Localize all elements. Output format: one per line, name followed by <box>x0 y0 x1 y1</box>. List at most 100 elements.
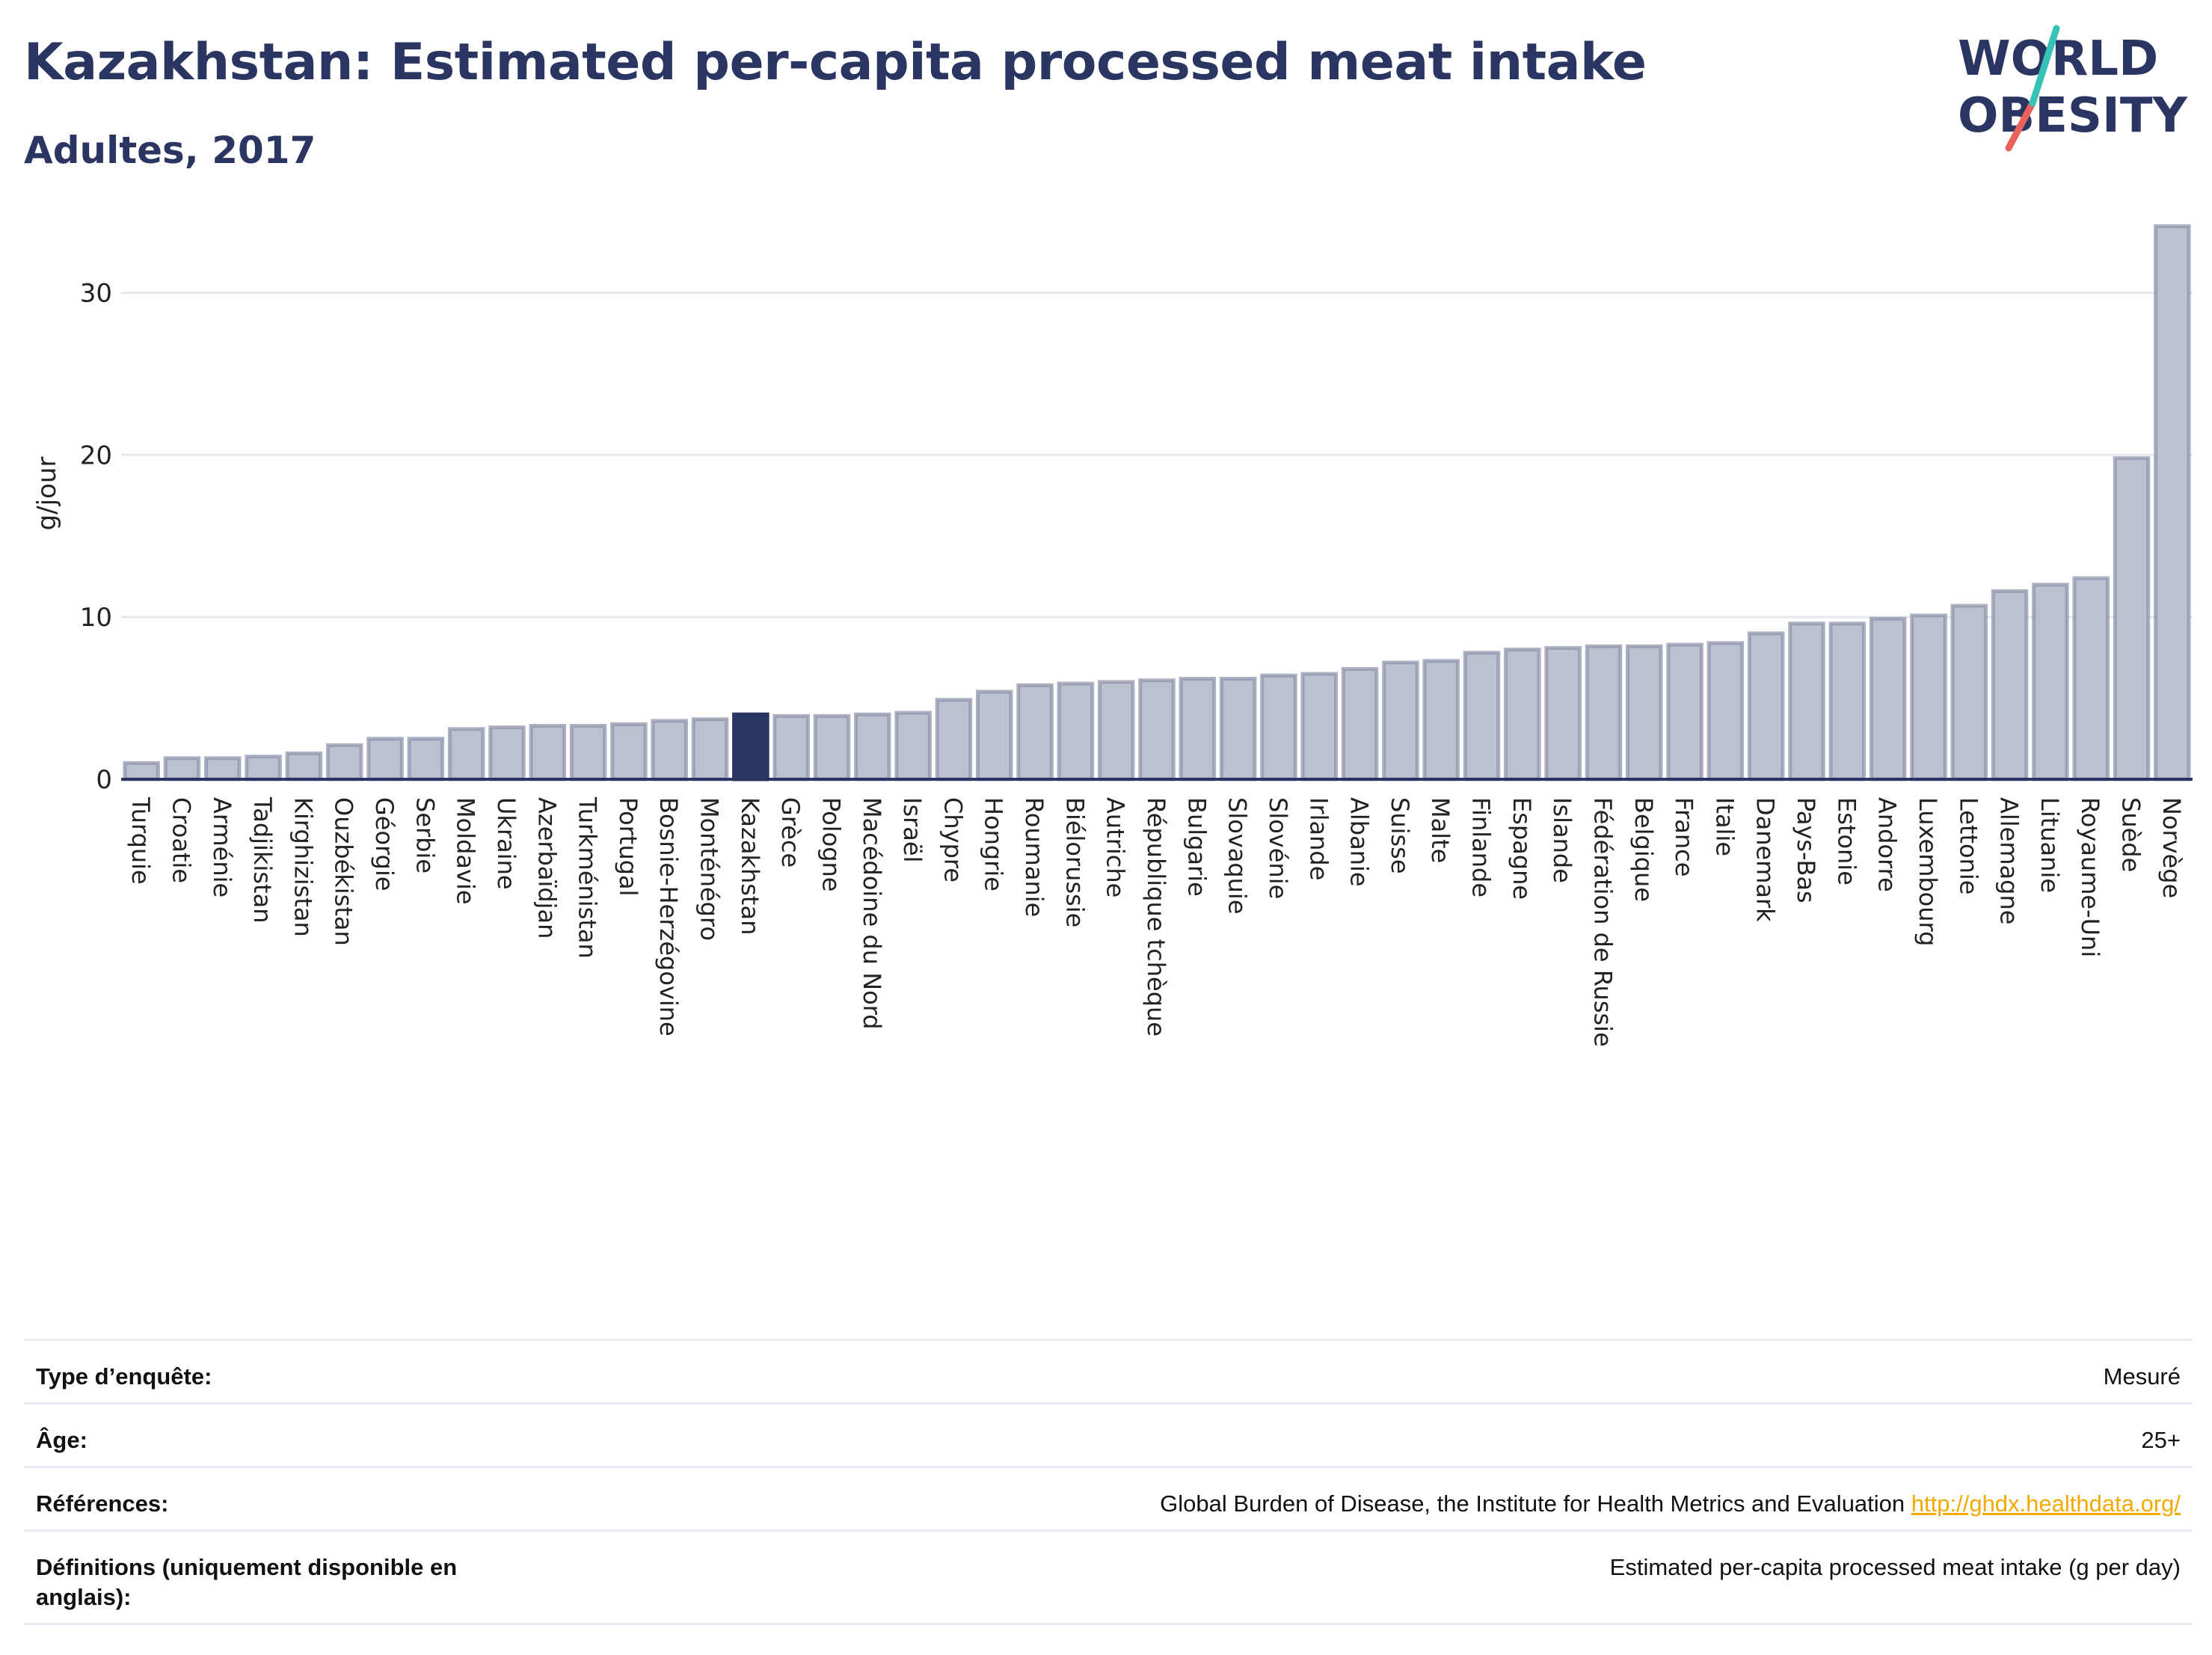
x-tick-label: Fédération de Russie <box>1588 797 1617 1047</box>
x-tick-label: Monténégro <box>695 797 724 941</box>
x-tick-label: Royaume-Uni <box>2076 797 2104 957</box>
bar-lettonie <box>1950 604 1988 782</box>
x-tick-label: Belgique <box>1629 797 1658 902</box>
x-tick-label: Biélorussie <box>1060 797 1089 927</box>
bar-malte <box>1422 659 1460 782</box>
bar-r-publique-tch-que <box>1138 678 1176 782</box>
x-tick-label: Tadjikistan <box>248 796 277 923</box>
bar-andorre <box>1869 616 1907 782</box>
bar-ukraine <box>488 725 526 782</box>
bar-royaume-uni <box>2072 576 2110 782</box>
x-tick-label: Islande <box>1548 797 1576 883</box>
bar-ouzb-kistan <box>325 743 363 782</box>
bar-espagne <box>1504 648 1541 782</box>
x-tick-label: Roumanie <box>1020 797 1048 917</box>
x-tick-label: Lituanie <box>2036 797 2064 893</box>
x-tick-label: Macédoine du Nord <box>858 797 886 1030</box>
x-tick-label: Grèce <box>776 797 805 868</box>
bar-turkm-nistan <box>569 723 607 782</box>
bar-mont-n-gro <box>691 717 729 782</box>
x-tick-label: Arménie <box>208 797 236 897</box>
bar-belgique <box>1625 644 1663 782</box>
bar-danemark <box>1747 631 1785 782</box>
bar-tadjikistan <box>245 755 282 782</box>
bar-luxembourg <box>1910 613 1947 782</box>
x-tick-labels: Turquie Croatie Arménie Tadjikistan Kirghizi… <box>126 796 2186 1047</box>
details-label: Références: <box>36 1490 169 1517</box>
x-tick-label: Slovaquie <box>1223 797 1252 915</box>
bar-g-orgie <box>366 737 404 782</box>
bar-france <box>1666 642 1703 782</box>
bar-islande <box>1544 645 1582 782</box>
x-tick-label: Géorgie <box>370 797 399 891</box>
reference-link[interactable]: http://ghdx.healthdata.org/ <box>1911 1490 2181 1517</box>
bar-pays-bas <box>1788 621 1825 782</box>
x-tick-label: Albanie <box>1345 797 1374 887</box>
details-row: Définitions (uniquement disponible en an… <box>24 1529 2193 1625</box>
bar-estonie <box>1828 621 1867 782</box>
bar-italie <box>1706 641 1745 782</box>
bar-arm-nie <box>204 756 242 782</box>
x-tick-label: Estonie <box>1832 797 1861 885</box>
x-tick-label: Allemagne <box>1995 797 2024 924</box>
x-tick-label: Suède <box>2117 797 2145 872</box>
bar-kirghizistan <box>285 751 323 782</box>
y-tick-label: 30 <box>80 278 112 308</box>
x-tick-label: Pologne <box>817 797 845 891</box>
x-tick-label: Moldavie <box>452 797 480 905</box>
x-tick-label: Bulgarie <box>1182 797 1211 897</box>
bar-kazakhstan <box>732 712 769 782</box>
x-tick-label: Slovénie <box>1264 797 1292 899</box>
x-tick-label: France <box>1670 797 1698 876</box>
x-tick-label: Espagne <box>1508 797 1536 900</box>
details-label: Définitions (uniquement disponible en an… <box>36 1554 458 1610</box>
details-row: Type d’enquête: Mesuré <box>24 1339 2193 1402</box>
bar-roumanie <box>1016 683 1054 782</box>
x-tick-label: Ukraine <box>492 797 520 890</box>
bar-bi-lorussie <box>1057 681 1095 782</box>
bar-isra-l <box>894 710 932 782</box>
x-tick-label: Chypre <box>938 797 967 882</box>
bar-autriche <box>1097 680 1135 782</box>
bar-chypre <box>935 698 973 782</box>
x-tick-label: Ouzbékistan <box>330 797 358 946</box>
y-tick-label: 0 <box>96 765 112 795</box>
x-tick-label: Irlande <box>1304 797 1333 880</box>
axes: 0 10 20 30 <box>80 278 2193 795</box>
x-tick-label: Andorre <box>1873 797 1902 892</box>
svg-text:WORLD: WORLD <box>1958 31 2158 87</box>
bar-albanie <box>1341 667 1379 782</box>
x-tick-label: Kazakhstan <box>736 797 764 935</box>
bar-norv-ge <box>2154 224 2191 782</box>
bar-gr-ce <box>772 713 810 782</box>
details-value: Mesuré <box>2103 1363 2181 1390</box>
details-value: Estimated per-capita processed meat inta… <box>1609 1554 2181 1580</box>
x-tick-label: Kirghizistan <box>289 797 317 937</box>
bar-f-d-ration-de-russie <box>1585 644 1623 782</box>
x-tick-label: Finlande <box>1467 797 1496 897</box>
chart-title: Kazakhstan: Estimated per-capita process… <box>24 33 1647 92</box>
y-axis-label: g/jour <box>32 457 62 531</box>
bar-azerba-djan <box>529 723 567 782</box>
bar-lituanie <box>2032 583 2069 782</box>
bar-croatie <box>163 756 201 782</box>
x-tick-label: Croatie <box>167 797 195 883</box>
x-tick-label: Danemark <box>1751 797 1780 922</box>
bar-slov-nie <box>1260 673 1297 782</box>
bar-irlande <box>1300 672 1339 782</box>
bar-bosnie-herz-govine <box>651 719 689 782</box>
x-tick-label: Italie <box>1710 797 1739 856</box>
x-tick-label: Portugal <box>614 797 642 897</box>
x-tick-label: Norvège <box>2157 797 2186 898</box>
details-label: Âge: <box>36 1427 87 1453</box>
x-tick-label: Turkménistan <box>574 796 602 959</box>
x-tick-label: Pays-Bas <box>1792 797 1820 903</box>
details-value: Global Burden of Disease, the Institute … <box>1160 1490 2181 1517</box>
chart-subtitle: Adultes, 2017 <box>24 129 316 172</box>
y-tick-label: 10 <box>80 603 112 633</box>
bar-su-de <box>2113 456 2151 782</box>
svg-text:OBESITY: OBESITY <box>1958 88 2187 144</box>
x-tick-label: Azerbaïdjan <box>532 797 561 939</box>
bar-chart: 0 10 20 30 Turquie Croatie Arménie Tadjikistan… <box>32 224 2193 1047</box>
y-tick-label: 20 <box>80 440 112 470</box>
